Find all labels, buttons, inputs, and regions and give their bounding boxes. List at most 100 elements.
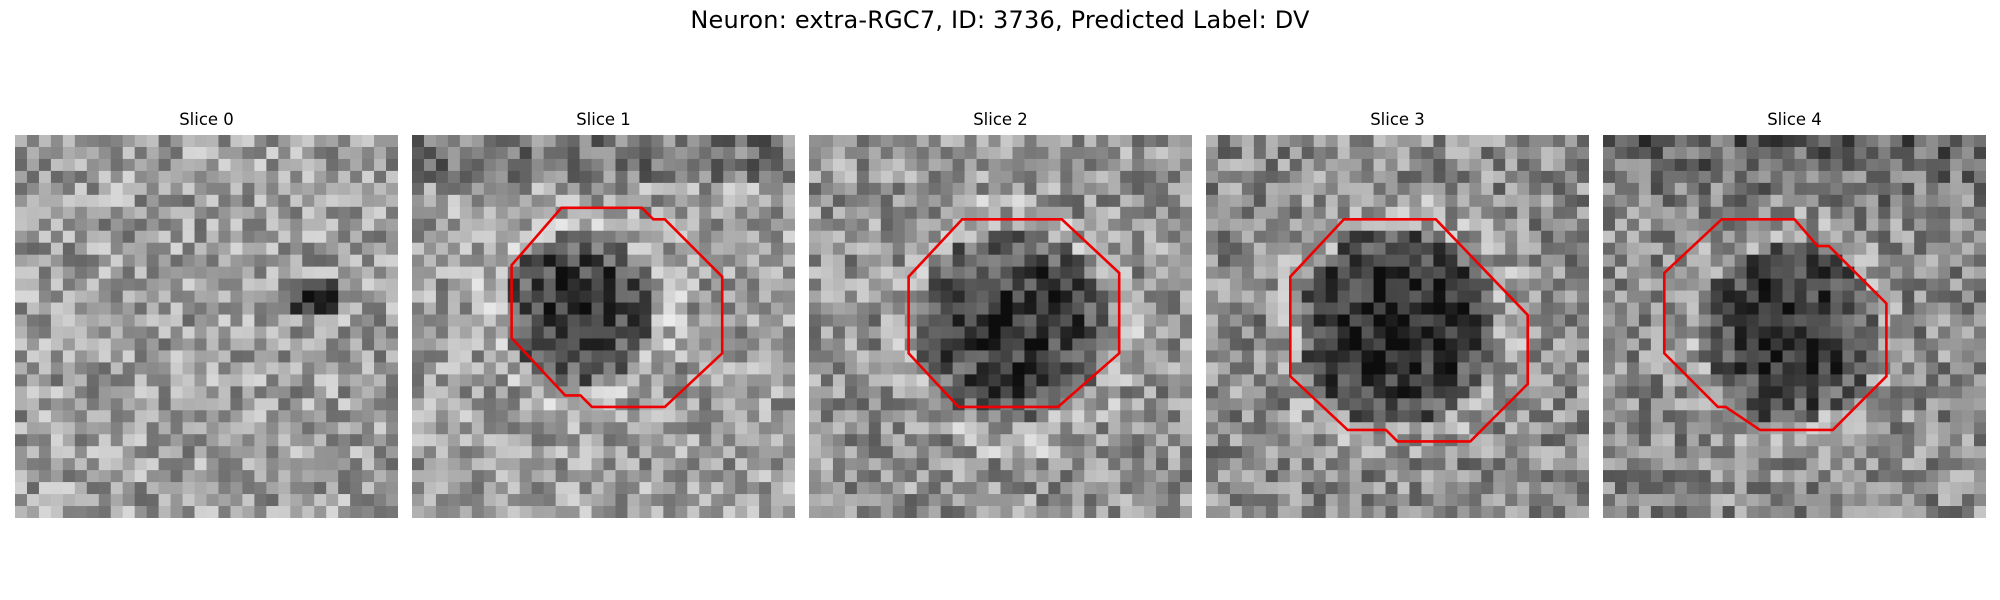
pixel <box>436 243 448 255</box>
pixel <box>1144 183 1156 195</box>
pixel <box>615 446 627 458</box>
pixel <box>520 231 532 243</box>
pixel <box>1338 279 1350 291</box>
pixel <box>424 207 436 219</box>
pixel <box>723 434 735 446</box>
pixel <box>448 315 460 327</box>
pixel <box>1806 434 1818 446</box>
pixel <box>556 291 568 303</box>
pixel <box>1168 494 1180 506</box>
pixel <box>1398 231 1410 243</box>
pixel <box>857 422 869 434</box>
pixel <box>615 147 627 159</box>
pixel <box>362 231 374 243</box>
pixel <box>893 398 905 410</box>
pixel <box>1505 135 1517 147</box>
pixel <box>1950 327 1962 339</box>
pixel <box>771 279 783 291</box>
pixel <box>556 374 568 386</box>
pixel <box>1433 374 1445 386</box>
pixel <box>87 446 99 458</box>
pixel <box>1699 434 1711 446</box>
pixel <box>374 279 386 291</box>
pixel <box>1974 374 1986 386</box>
pixel <box>1830 171 1842 183</box>
pixel <box>362 338 374 350</box>
pixel <box>941 494 953 506</box>
pixel <box>1180 219 1192 231</box>
pixel <box>1266 135 1278 147</box>
pixel <box>1747 135 1759 147</box>
pixel <box>1445 470 1457 482</box>
pixel <box>183 279 195 291</box>
pixel <box>857 398 869 410</box>
pixel <box>1290 183 1302 195</box>
pixel <box>230 446 242 458</box>
pixel <box>771 303 783 315</box>
pixel <box>1012 494 1024 506</box>
pixel <box>809 303 821 315</box>
pixel <box>833 279 845 291</box>
pixel <box>989 303 1001 315</box>
pixel <box>1651 386 1663 398</box>
pixel <box>362 374 374 386</box>
pixel <box>520 506 532 518</box>
pixel <box>195 398 207 410</box>
pixel <box>1553 398 1565 410</box>
pixel <box>147 207 159 219</box>
pixel <box>1338 422 1350 434</box>
pixel <box>374 386 386 398</box>
pixel <box>580 315 592 327</box>
pixel <box>759 374 771 386</box>
pixel <box>1036 207 1048 219</box>
pixel <box>1795 267 1807 279</box>
pixel <box>580 446 592 458</box>
pixel <box>1096 231 1108 243</box>
pixel <box>1806 315 1818 327</box>
pixel <box>1962 255 1974 267</box>
pixel <box>1565 195 1577 207</box>
pixel <box>1132 231 1144 243</box>
pixel <box>338 506 350 518</box>
pixel <box>171 374 183 386</box>
pixel <box>171 362 183 374</box>
pixel <box>1218 207 1230 219</box>
pixel <box>290 434 302 446</box>
pixel <box>1024 350 1036 362</box>
pixel <box>242 255 254 267</box>
pixel <box>1350 195 1362 207</box>
pixel <box>1108 171 1120 183</box>
pixel <box>699 446 711 458</box>
pixel <box>1218 458 1230 470</box>
pixel <box>1493 159 1505 171</box>
pixel <box>1218 147 1230 159</box>
pixel <box>1577 506 1589 518</box>
pixel <box>941 362 953 374</box>
pixel <box>1374 147 1386 159</box>
pixel <box>218 243 230 255</box>
pixel <box>893 338 905 350</box>
pixel <box>1001 135 1013 147</box>
pixel <box>1036 446 1048 458</box>
pixel <box>1398 350 1410 362</box>
pixel <box>615 267 627 279</box>
pixel <box>195 267 207 279</box>
pixel <box>1338 350 1350 362</box>
pixel <box>1759 279 1771 291</box>
pixel <box>592 494 604 506</box>
pixel <box>1747 231 1759 243</box>
pixel <box>1878 315 1890 327</box>
pixel <box>412 243 424 255</box>
pixel <box>1962 183 1974 195</box>
pixel <box>386 362 398 374</box>
pixel <box>1627 219 1639 231</box>
pixel <box>1036 183 1048 195</box>
pixel <box>1421 338 1433 350</box>
pixel <box>99 279 111 291</box>
pixel <box>1132 147 1144 159</box>
pixel <box>1001 255 1013 267</box>
pixel <box>448 147 460 159</box>
pixel <box>627 398 639 410</box>
pixel <box>75 410 87 422</box>
pixel <box>580 458 592 470</box>
